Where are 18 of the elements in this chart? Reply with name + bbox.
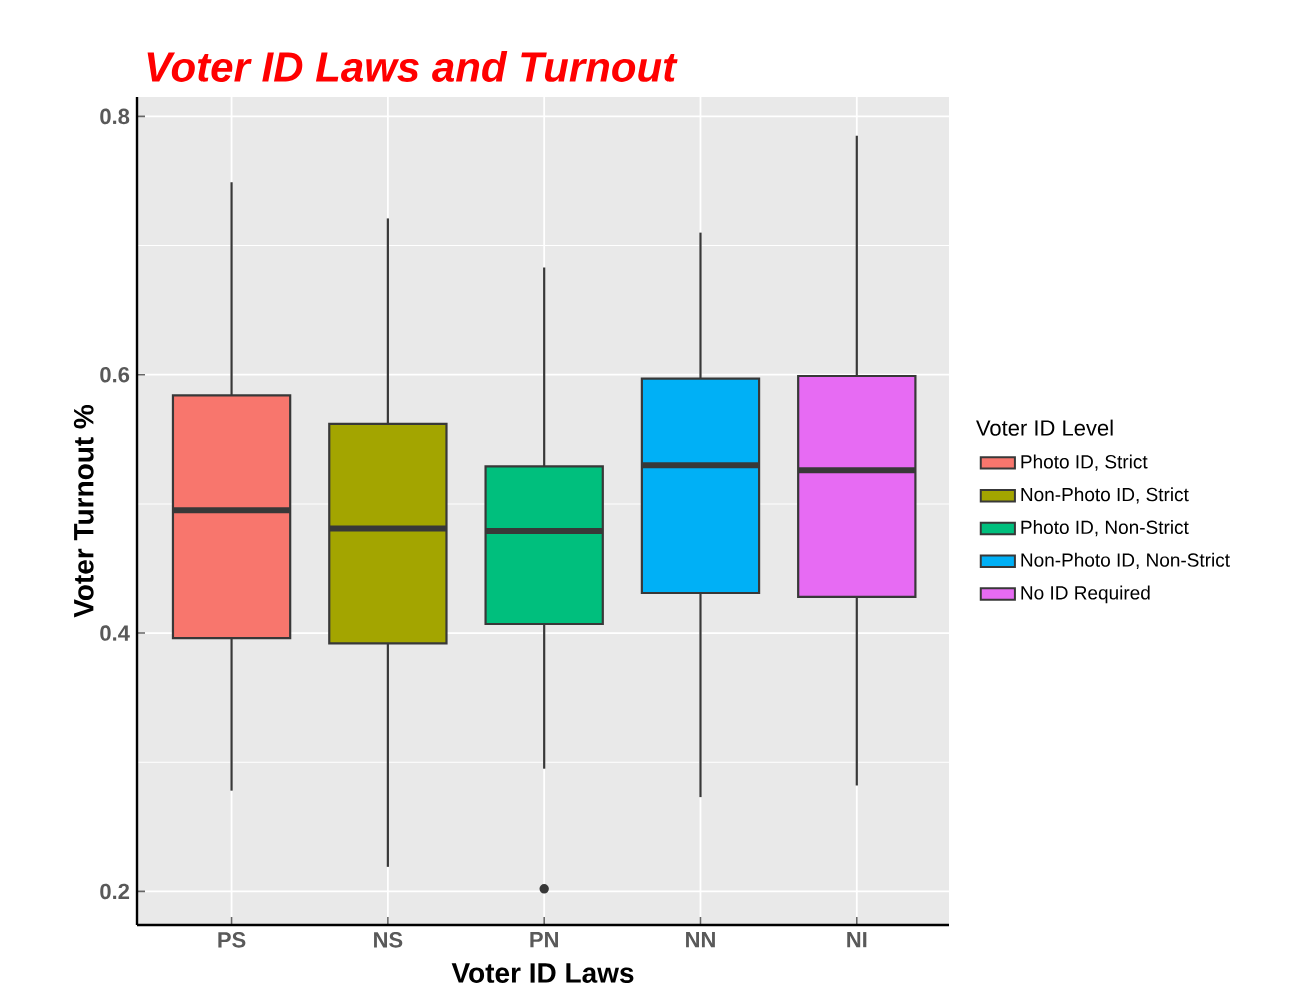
legend-label: Photo ID, Strict — [1021, 454, 1148, 471]
legend-label: Non-Photo ID, Non-Strict — [1021, 552, 1230, 570]
legend-title: Voter ID Level — [976, 419, 1113, 436]
x-tick-label: PN — [530, 932, 558, 948]
y-tick-label: 0.8 — [100, 108, 130, 125]
chart-title: Voter ID Laws and Turnout — [147, 51, 678, 82]
y-tick-label: 0.6 — [100, 366, 130, 383]
y-tick-label: 0.2 — [100, 883, 130, 900]
x-tick-label: PS — [218, 932, 246, 948]
legend-label: Photo ID, Non-Strict — [1021, 520, 1189, 537]
x-tick-label: NN — [686, 932, 715, 948]
y-axis-title: Voter Turnout % — [73, 404, 94, 618]
x-axis-title: Voter ID Laws — [451, 963, 634, 983]
legend-label: Non-Photo ID, Strict — [1021, 487, 1189, 504]
legend-label: No ID Required — [1021, 585, 1150, 604]
x-tick-label: NI — [847, 932, 867, 948]
x-tick-label: NS — [374, 932, 403, 948]
y-tick-label: 0.4 — [100, 625, 130, 641]
